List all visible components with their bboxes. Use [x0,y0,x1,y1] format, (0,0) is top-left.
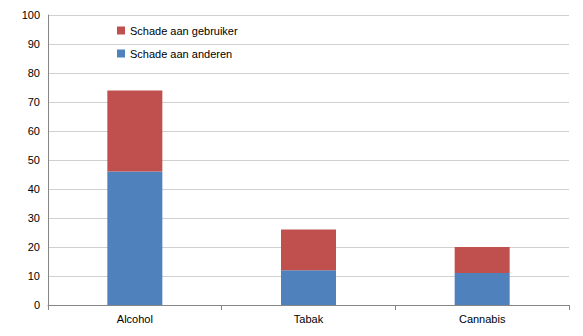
svg-text:90: 90 [28,38,40,50]
svg-text:50: 50 [28,154,40,166]
svg-text:70: 70 [28,96,40,108]
svg-text:0: 0 [34,299,40,311]
svg-text:Cannabis: Cannabis [459,313,506,325]
svg-text:Alcohol: Alcohol [117,313,153,325]
svg-text:30: 30 [28,212,40,224]
svg-text:10: 10 [28,270,40,282]
svg-text:100: 100 [22,9,40,21]
svg-text:40: 40 [28,183,40,195]
svg-text:Schade aan anderen: Schade aan anderen [130,48,232,60]
svg-text:20: 20 [28,241,40,253]
svg-text:80: 80 [28,67,40,79]
svg-text:60: 60 [28,125,40,137]
svg-text:Schade aan gebruiker: Schade aan gebruiker [130,25,238,37]
svg-text:Tabak: Tabak [294,313,324,325]
